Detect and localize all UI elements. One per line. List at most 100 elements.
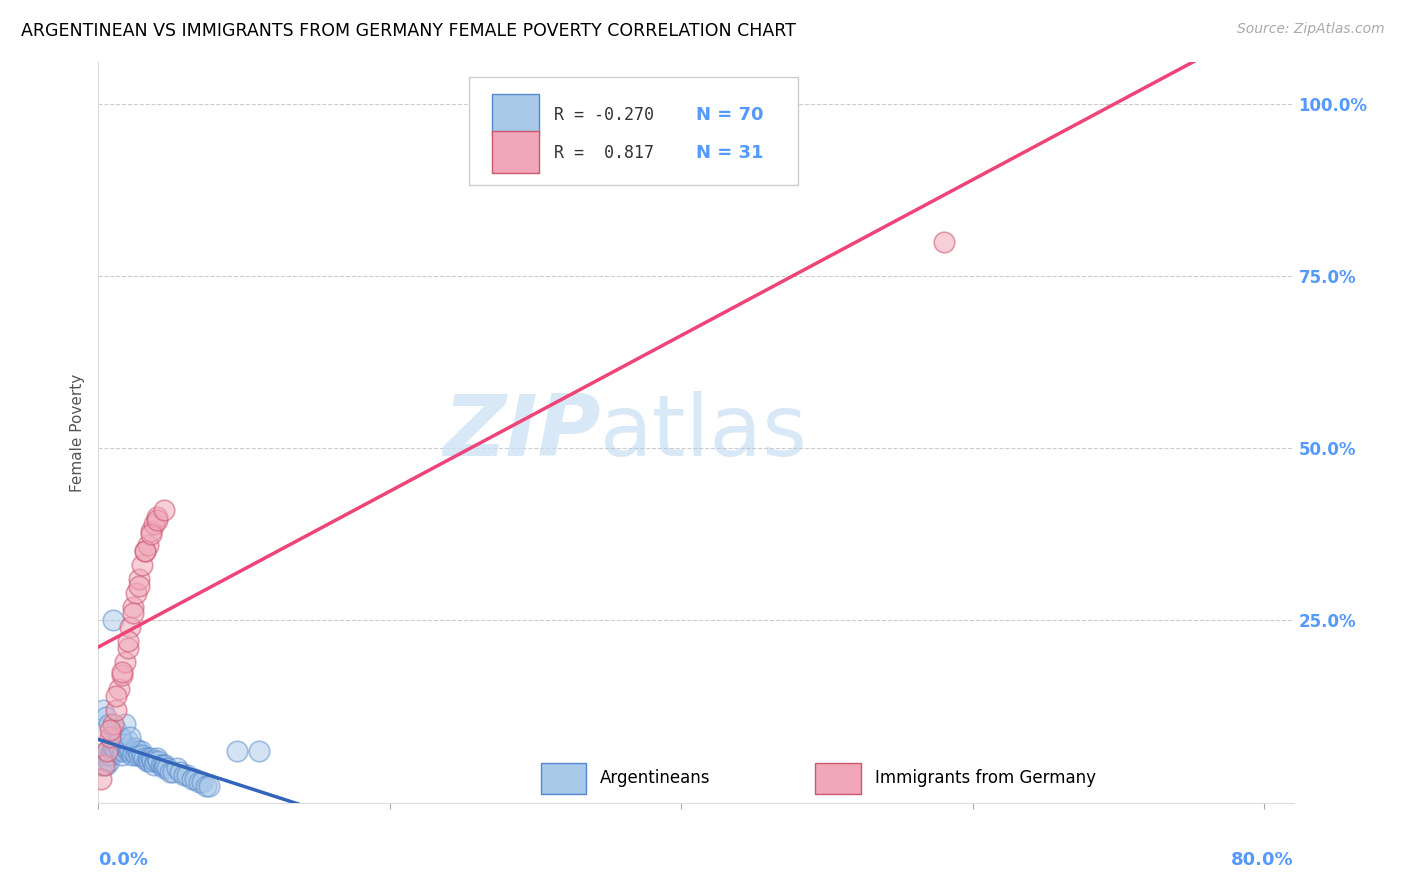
Point <box>91 703 114 717</box>
Point <box>152 758 174 772</box>
Point <box>96 744 118 758</box>
Point <box>120 744 142 758</box>
Y-axis label: Female Poverty: Female Poverty <box>69 374 84 491</box>
Point <box>122 744 145 758</box>
Point <box>139 527 162 541</box>
Point <box>155 758 177 772</box>
Point <box>117 734 139 748</box>
Point <box>128 579 150 593</box>
Point <box>134 544 156 558</box>
Point <box>98 747 121 762</box>
Point <box>141 755 163 769</box>
Point <box>135 755 157 769</box>
Point <box>176 768 198 782</box>
Point <box>198 779 221 793</box>
Point <box>114 716 136 731</box>
Point <box>145 751 167 765</box>
Point <box>138 755 160 769</box>
Point <box>125 747 148 762</box>
Point <box>148 755 170 769</box>
Point <box>112 744 135 758</box>
Text: ARGENTINEAN VS IMMIGRANTS FROM GERMANY FEMALE POVERTY CORRELATION CHART: ARGENTINEAN VS IMMIGRANTS FROM GERMANY F… <box>21 22 796 40</box>
Point <box>101 731 124 745</box>
Point <box>101 716 124 731</box>
Text: Argentineans: Argentineans <box>600 770 711 788</box>
Point <box>103 740 125 755</box>
Point <box>108 740 131 755</box>
Point <box>173 768 195 782</box>
Point <box>110 731 132 745</box>
Point <box>180 772 202 786</box>
Point <box>128 747 150 762</box>
Point <box>104 703 127 717</box>
Text: R = -0.270: R = -0.270 <box>554 106 654 124</box>
Point <box>127 744 149 758</box>
Point <box>104 723 127 738</box>
Text: N = 70: N = 70 <box>696 106 763 124</box>
FancyBboxPatch shape <box>541 763 586 794</box>
Point <box>101 737 124 751</box>
Text: Source: ZipAtlas.com: Source: ZipAtlas.com <box>1237 22 1385 37</box>
Point <box>100 744 122 758</box>
Point <box>94 709 117 723</box>
Point <box>188 775 211 789</box>
Point <box>136 751 159 765</box>
Point <box>115 740 138 755</box>
Point <box>145 510 167 524</box>
Point <box>131 747 153 762</box>
Point <box>104 689 127 703</box>
Point <box>101 740 124 755</box>
Text: R =  0.817: R = 0.817 <box>554 144 654 161</box>
FancyBboxPatch shape <box>470 78 797 185</box>
Text: ZIP: ZIP <box>443 391 600 475</box>
Point <box>117 634 139 648</box>
Point <box>117 744 139 758</box>
Point <box>122 607 145 621</box>
Point <box>162 764 184 779</box>
Point <box>129 744 152 758</box>
Point <box>142 516 165 531</box>
Point <box>125 586 148 600</box>
Point <box>932 235 955 249</box>
Point <box>111 665 134 679</box>
Point <box>139 524 162 538</box>
Text: 0.0%: 0.0% <box>98 851 149 869</box>
Point <box>142 758 165 772</box>
Point <box>247 744 270 758</box>
Point <box>128 572 150 586</box>
Point <box>169 764 191 779</box>
FancyBboxPatch shape <box>492 94 540 136</box>
Text: Immigrants from Germany: Immigrants from Germany <box>876 770 1097 788</box>
Point <box>136 537 159 551</box>
Point <box>139 751 162 765</box>
Point <box>195 779 218 793</box>
Point <box>121 747 143 762</box>
Point <box>94 747 117 762</box>
Point <box>93 758 115 772</box>
Point <box>131 558 153 573</box>
Text: atlas: atlas <box>600 391 808 475</box>
Point <box>96 744 118 758</box>
Point <box>166 761 188 775</box>
Point <box>97 755 120 769</box>
Point <box>93 755 115 769</box>
Point <box>105 737 128 751</box>
Point <box>124 740 146 755</box>
Point <box>122 599 145 614</box>
Point <box>153 761 176 775</box>
Point <box>132 751 155 765</box>
Point <box>143 755 166 769</box>
Point <box>90 758 112 772</box>
Point <box>111 747 134 762</box>
Point <box>98 731 121 745</box>
Point <box>120 731 142 745</box>
Point <box>191 775 214 789</box>
Point <box>117 640 139 655</box>
Point <box>94 758 117 772</box>
Text: 80.0%: 80.0% <box>1230 851 1294 869</box>
Point <box>104 744 127 758</box>
Point <box>156 761 179 775</box>
Point <box>134 544 156 558</box>
Point <box>150 758 173 772</box>
Point <box>110 744 132 758</box>
